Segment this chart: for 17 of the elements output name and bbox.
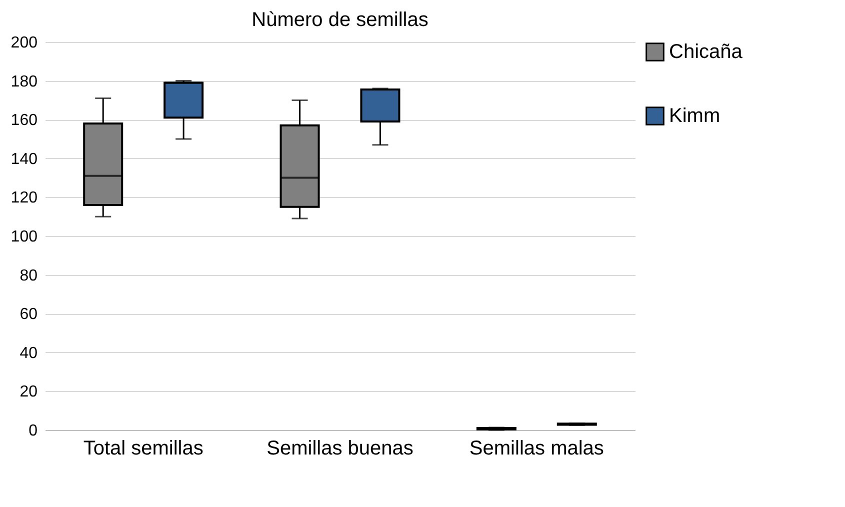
legend-label: Kimm <box>669 105 720 127</box>
y-tick-label: 160 <box>10 112 38 130</box>
y-tick-label: 0 <box>28 422 38 440</box>
y-tick-label: 40 <box>20 344 38 362</box>
y-tick-label: 140 <box>10 150 38 168</box>
x-tick-label: Semillas buenas <box>266 438 414 460</box>
y-tick-label: 200 <box>10 34 38 52</box>
x-tick-label: Total semillas <box>83 438 204 460</box>
y-tick-label: 60 <box>20 306 38 324</box>
y-tick-label: 20 <box>20 384 38 401</box>
y-tick-label: 80 <box>20 267 38 284</box>
x-tick-label: Semillas malas <box>469 438 604 460</box>
y-tick-label: 180 <box>10 73 38 90</box>
legend-label: Chicaña <box>669 41 744 63</box>
y-tick-label: 100 <box>10 228 38 246</box>
y-tick-label: 120 <box>10 190 38 207</box>
chart-title: Nùmero de semillas <box>252 9 428 31</box>
